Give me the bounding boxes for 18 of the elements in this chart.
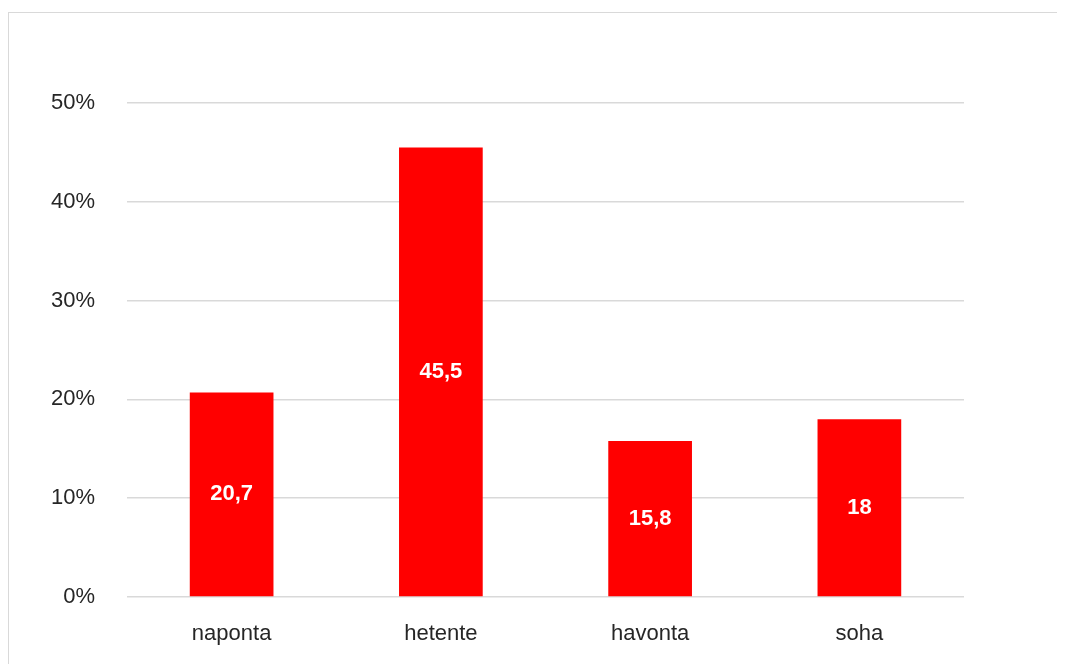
x-tick-label: soha: [835, 620, 884, 646]
x-tick-label: naponta: [191, 620, 273, 646]
bar: [189, 392, 274, 597]
y-tick-label: 0%: [63, 583, 95, 609]
y-tick-label: 20%: [50, 385, 95, 411]
y-tick-label: 50%: [50, 89, 95, 115]
y-tick-label: 40%: [50, 187, 95, 213]
x-tick-label: havonta: [610, 620, 691, 646]
bar: [399, 147, 483, 597]
data-label: 20,7: [210, 480, 254, 506]
bar: [608, 440, 692, 597]
data-label: 15,8: [628, 504, 672, 530]
y-tick-label: 10%: [50, 484, 95, 510]
x-tick-label: hetente: [404, 620, 478, 646]
y-tick-label: 30%: [50, 286, 95, 312]
bar: [817, 419, 902, 597]
data-label: 18: [847, 493, 872, 519]
data-label: 45,5: [419, 357, 463, 383]
